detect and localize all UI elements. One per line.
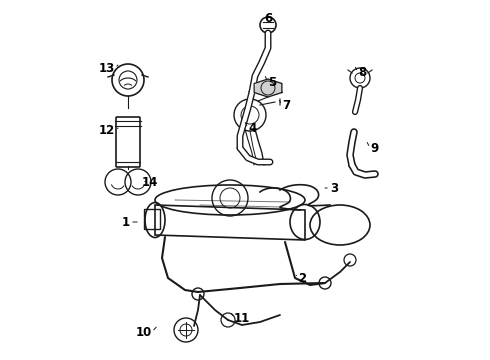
Text: 14: 14 (142, 176, 158, 189)
Text: 10: 10 (136, 325, 152, 338)
Text: 8: 8 (358, 66, 366, 78)
Text: 7: 7 (282, 99, 290, 112)
Text: 1: 1 (122, 216, 130, 229)
Text: 2: 2 (298, 271, 306, 284)
Text: 6: 6 (264, 12, 272, 24)
Text: 5: 5 (268, 76, 276, 89)
Text: 11: 11 (234, 311, 250, 324)
Text: 9: 9 (370, 141, 378, 154)
Text: 3: 3 (330, 181, 338, 194)
Text: 4: 4 (248, 122, 256, 135)
Text: 12: 12 (99, 123, 115, 136)
Polygon shape (254, 79, 282, 97)
Text: 13: 13 (99, 62, 115, 75)
